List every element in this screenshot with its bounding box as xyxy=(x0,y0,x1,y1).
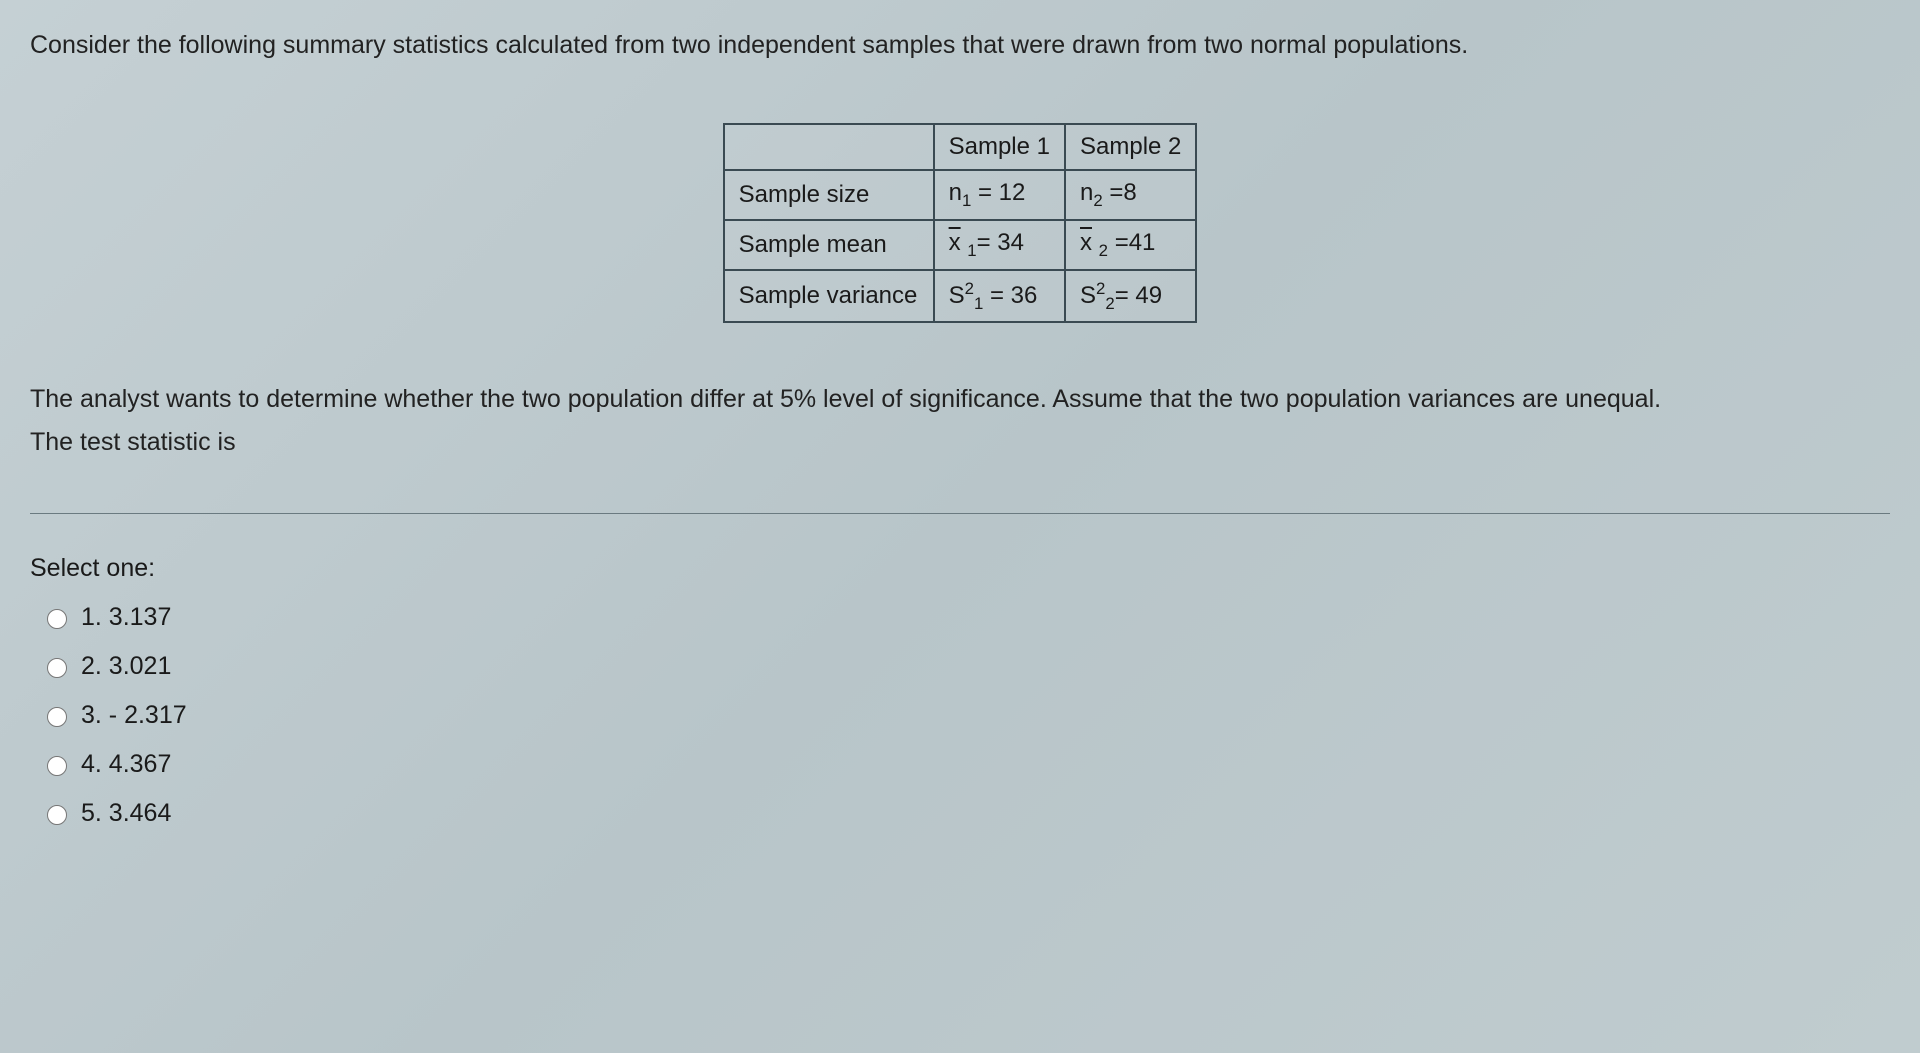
option-3-label: 3. - 2.317 xyxy=(81,701,187,730)
select-one-label: Select one: xyxy=(30,554,1890,583)
sub: 2 xyxy=(1093,191,1102,210)
header-sample1: Sample 1 xyxy=(934,124,1065,170)
row-var-s2: S22= 49 xyxy=(1065,270,1196,323)
row-var-label: Sample variance xyxy=(724,270,934,323)
sub: 1 xyxy=(974,293,983,312)
sym: x xyxy=(1080,229,1092,256)
table-row-size: Sample size n1 = 12 n2 =8 xyxy=(724,170,1197,220)
option-1[interactable]: 1. 3.137 xyxy=(42,603,1890,632)
question-followup: The analyst wants to determine whether t… xyxy=(30,378,1890,463)
val: =41 xyxy=(1115,229,1156,256)
option-2-radio[interactable] xyxy=(47,658,67,678)
row-size-label: Sample size xyxy=(724,170,934,220)
option-1-radio[interactable] xyxy=(47,609,67,629)
sup: 2 xyxy=(1096,279,1105,298)
val: = 34 xyxy=(977,229,1024,256)
sub: 1 xyxy=(962,191,971,210)
table-container: Sample 1 Sample 2 Sample size n1 = 12 n2… xyxy=(30,123,1890,323)
val: = 36 xyxy=(990,282,1037,309)
row-var-s1: S21 = 36 xyxy=(934,270,1065,323)
table-row-mean: Sample mean x 1= 34 x 2 =41 xyxy=(724,220,1197,270)
option-1-label: 1. 3.137 xyxy=(81,603,171,632)
sym: n xyxy=(949,179,962,206)
option-4-label: 4. 4.367 xyxy=(81,750,171,779)
val: = 12 xyxy=(978,179,1025,206)
summary-stats-table: Sample 1 Sample 2 Sample size n1 = 12 n2… xyxy=(723,123,1198,323)
option-4[interactable]: 4. 4.367 xyxy=(42,750,1890,779)
sup: 2 xyxy=(965,279,974,298)
options-group: 1. 3.137 2. 3.021 3. - 2.317 4. 4.367 5.… xyxy=(30,603,1890,828)
row-size-s1: n1 = 12 xyxy=(934,170,1065,220)
option-2-label: 2. 3.021 xyxy=(81,652,171,681)
sub: 1 xyxy=(967,241,976,260)
sym: S xyxy=(1080,282,1096,309)
section-divider xyxy=(30,513,1890,514)
followup-line1: The analyst wants to determine whether t… xyxy=(30,378,1890,421)
row-mean-s1: x 1= 34 xyxy=(934,220,1065,270)
sym: x xyxy=(949,229,961,256)
val: =8 xyxy=(1109,179,1136,206)
row-mean-s2: x 2 =41 xyxy=(1065,220,1196,270)
sub: 2 xyxy=(1105,293,1114,312)
row-mean-label: Sample mean xyxy=(724,220,934,270)
header-sample2: Sample 2 xyxy=(1065,124,1196,170)
option-4-radio[interactable] xyxy=(47,756,67,776)
option-5[interactable]: 5. 3.464 xyxy=(42,799,1890,828)
val: = 49 xyxy=(1115,282,1162,309)
sym: S xyxy=(949,282,965,309)
table-row-variance: Sample variance S21 = 36 S22= 49 xyxy=(724,270,1197,323)
header-blank xyxy=(724,124,934,170)
followup-line2: The test statistic is xyxy=(30,421,1890,464)
option-3[interactable]: 3. - 2.317 xyxy=(42,701,1890,730)
option-3-radio[interactable] xyxy=(47,707,67,727)
question-intro: Consider the following summary statistic… xyxy=(30,28,1890,63)
sub: 2 xyxy=(1099,241,1108,260)
table-header-row: Sample 1 Sample 2 xyxy=(724,124,1197,170)
sym: n xyxy=(1080,179,1093,206)
row-size-s2: n2 =8 xyxy=(1065,170,1196,220)
option-2[interactable]: 2. 3.021 xyxy=(42,652,1890,681)
option-5-radio[interactable] xyxy=(47,805,67,825)
question-page: Consider the following summary statistic… xyxy=(0,0,1920,876)
option-5-label: 5. 3.464 xyxy=(81,799,171,828)
